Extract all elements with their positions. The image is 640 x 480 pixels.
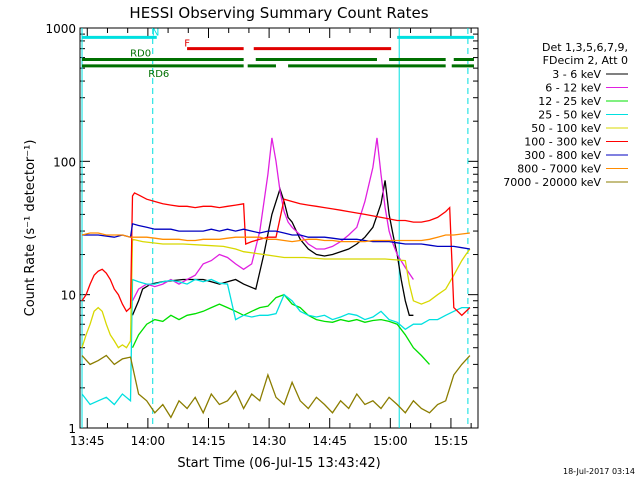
legend-entry-label: 7000 - 20000 keV [503, 176, 601, 189]
legend-header-2: FDecim 2, Att 0 [543, 54, 628, 67]
flag-label: N [152, 27, 159, 38]
series-line [81, 238, 471, 349]
y-tick-label: 10 [61, 289, 76, 303]
footer-date: 18-Jul-2017 03:14 [563, 467, 635, 476]
legend-entry-label: 12 - 25 keV [538, 95, 601, 108]
legend-entry-label: 100 - 300 keV [524, 136, 601, 149]
x-tick-label: 14:45 [312, 434, 347, 448]
chart-title: HESSI Observing Summary Count Rates [129, 4, 428, 22]
plot-frame [79, 27, 479, 429]
legend-entry-label: 300 - 800 keV [524, 149, 601, 162]
flag-label: F [184, 39, 190, 50]
y-tick-label: 100 [53, 155, 76, 169]
series-line [82, 222, 471, 250]
legend-entry-label: 3 - 6 keV [552, 68, 601, 81]
series-line [131, 180, 414, 316]
x-tick-label: 14:00 [131, 434, 166, 448]
legend-entry-label: 50 - 100 keV [531, 122, 601, 135]
x-tick-label: 14:15 [191, 434, 226, 448]
series-line [131, 137, 414, 302]
series-line [81, 232, 470, 243]
legend-entry-label: 6 - 12 keV [545, 82, 601, 95]
series-line [81, 192, 471, 317]
legend-entry-label: 25 - 50 keV [538, 109, 601, 122]
y-axis-label: Count Rate (s⁻¹ detector⁻¹) [23, 140, 38, 317]
series-line [131, 293, 430, 365]
x-tick-label: 15:15 [434, 434, 469, 448]
flag-label: RD6 [148, 69, 169, 80]
series-line [81, 354, 471, 419]
legend-header-1: Det 1,3,5,6,7,9, [542, 41, 628, 54]
x-tick-label: 14:30 [252, 434, 287, 448]
legend-entry-label: 800 - 7000 keV [517, 163, 601, 176]
y-tick-label: 1000 [45, 22, 76, 36]
x-tick-label: 15:00 [373, 434, 408, 448]
plot-area: 13:45 14:00 14:15 14:30 14:45 15:00 15:15 1 10 10… [45, 22, 479, 448]
series-line [81, 278, 470, 406]
x-axis-label: Start Time (06-Jul-15 13:43:42) [177, 456, 380, 471]
plot-data [81, 28, 474, 428]
flag-label: RD0 [130, 49, 151, 60]
y-tick-label: 1 [68, 422, 76, 436]
x-tick-label: 13:45 [70, 434, 105, 448]
